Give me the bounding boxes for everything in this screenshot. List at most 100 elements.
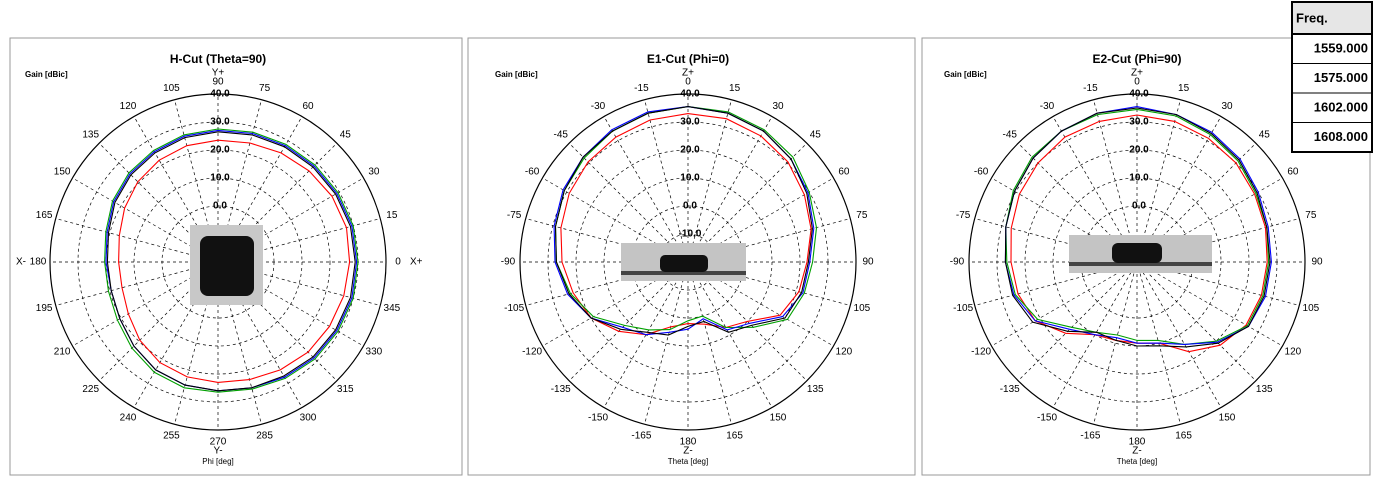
spoke xyxy=(687,261,773,408)
spoke xyxy=(133,261,219,408)
r-tick-label: -10.0 xyxy=(679,229,702,240)
legend-entry: 1559.000 xyxy=(1314,40,1368,55)
angle-tick-label: -150 xyxy=(1037,413,1057,424)
axis-marker: Z- xyxy=(683,446,692,457)
angle-tick-label: 330 xyxy=(366,347,383,358)
r-tick-label: 40.0 xyxy=(680,89,700,100)
spoke xyxy=(568,261,689,382)
r-tick-label: 0.0 xyxy=(683,201,697,212)
angle-tick-label: 45 xyxy=(810,129,822,140)
photo-object xyxy=(200,236,254,296)
series-line xyxy=(118,139,351,383)
spoke xyxy=(1136,261,1222,408)
spoke xyxy=(991,177,1138,263)
axis-marker: X+ xyxy=(410,257,423,268)
spoke xyxy=(55,261,219,306)
spoke xyxy=(687,116,773,263)
angle-tick-label: 120 xyxy=(836,347,853,358)
angle-tick-label: -30 xyxy=(1040,101,1055,112)
angle-tick-label: 105 xyxy=(1303,303,1320,314)
series-line xyxy=(106,131,356,392)
r-tick-label: 20.0 xyxy=(1129,145,1149,156)
spoke xyxy=(98,142,219,263)
angle-tick-label: -60 xyxy=(525,167,540,178)
spoke xyxy=(1052,116,1138,263)
spoke xyxy=(1017,261,1138,382)
spoke xyxy=(217,116,303,263)
angle-tick-label: 150 xyxy=(54,167,71,178)
spoke xyxy=(687,261,732,425)
chart-title: E2-Cut (Phi=90) xyxy=(1092,52,1181,66)
angle-tick-label: 135 xyxy=(82,129,99,140)
axis-marker: Y+ xyxy=(212,68,225,79)
r-axis-label: Gain [dBic] xyxy=(944,70,987,79)
angle-tick-label: -105 xyxy=(953,303,973,314)
outer-circle xyxy=(49,93,387,431)
angle-tick-label: 75 xyxy=(259,83,271,94)
spoke xyxy=(217,261,262,425)
legend-entry: 1575.000 xyxy=(1314,70,1368,85)
angle-tick-label: 60 xyxy=(838,167,850,178)
grid-circle xyxy=(1024,149,1250,375)
angle-tick-label: 165 xyxy=(36,210,53,221)
r-tick-label: 10.0 xyxy=(1129,173,1149,184)
angle-tick-label: 90 xyxy=(1311,257,1323,268)
r-axis-label: Gain [dBic] xyxy=(495,70,538,79)
angle-tick-label: 75 xyxy=(856,210,868,221)
spoke xyxy=(525,261,689,306)
spoke xyxy=(1136,261,1257,382)
spoke xyxy=(174,261,219,425)
spoke xyxy=(72,261,219,347)
r-tick-label: 30.0 xyxy=(210,117,230,128)
chart-title: E1-Cut (Phi=0) xyxy=(647,52,729,66)
polar-chart: E1-Cut (Phi=0) Gain [dBic] Theta [deg] -165… xyxy=(495,52,874,466)
r-tick-label: 40.0 xyxy=(210,89,230,100)
angle-tick-label: 30 xyxy=(772,101,784,112)
angle-tick-label: 120 xyxy=(1285,347,1302,358)
spoke xyxy=(98,261,219,382)
angle-tick-label: 90 xyxy=(212,77,224,88)
spoke xyxy=(687,218,851,263)
angle-tick-label: 180 xyxy=(680,437,697,448)
angle-tick-label: -135 xyxy=(551,384,571,395)
angle-tick-label: 165 xyxy=(1175,431,1192,442)
outer-circle xyxy=(968,93,1306,431)
spoke xyxy=(174,99,219,263)
angle-tick-label: 300 xyxy=(300,413,317,424)
angle-tick-label: 135 xyxy=(1256,384,1273,395)
spoke xyxy=(133,116,219,263)
angle-tick-label: -135 xyxy=(1000,384,1020,395)
angle-tick-label: -150 xyxy=(588,413,608,424)
angle-tick-label: 0 xyxy=(685,77,691,88)
angle-tick-label: 180 xyxy=(1129,437,1146,448)
spoke xyxy=(568,142,689,263)
angle-tick-label: 225 xyxy=(82,384,99,395)
r-tick-label: 30.0 xyxy=(680,117,700,128)
spoke xyxy=(1136,261,1300,306)
angle-tick-label: 150 xyxy=(1219,413,1236,424)
axis-marker: Z- xyxy=(1132,446,1141,457)
spoke xyxy=(1136,99,1181,263)
angle-tick-label: 195 xyxy=(36,303,53,314)
angle-tick-label: 165 xyxy=(726,431,743,442)
angle-tick-label: 15 xyxy=(729,83,741,94)
spoke xyxy=(687,261,851,306)
polar-chart: E2-Cut (Phi=90) Gain [dBic] Theta [deg] -16… xyxy=(944,52,1323,466)
grid-circle xyxy=(105,149,331,375)
angle-tick-label: 60 xyxy=(302,101,314,112)
series-line xyxy=(1004,107,1271,348)
angle-tick-label: -120 xyxy=(971,347,991,358)
spoke xyxy=(974,218,1138,263)
photo-object xyxy=(1112,243,1162,263)
spoke xyxy=(217,261,338,382)
legend: Freq. 1559.000 1575.000 1602.000 1608.000 xyxy=(1291,1,1373,153)
angle-tick-label: 135 xyxy=(807,384,824,395)
angle-tick-label: 210 xyxy=(54,347,71,358)
r-tick-label: 10.0 xyxy=(680,173,700,184)
r-tick-label: 20.0 xyxy=(680,145,700,156)
spoke xyxy=(687,261,834,347)
spoke xyxy=(542,177,689,263)
angle-axis-label: Theta [deg] xyxy=(668,457,708,466)
spoke xyxy=(1136,116,1222,263)
